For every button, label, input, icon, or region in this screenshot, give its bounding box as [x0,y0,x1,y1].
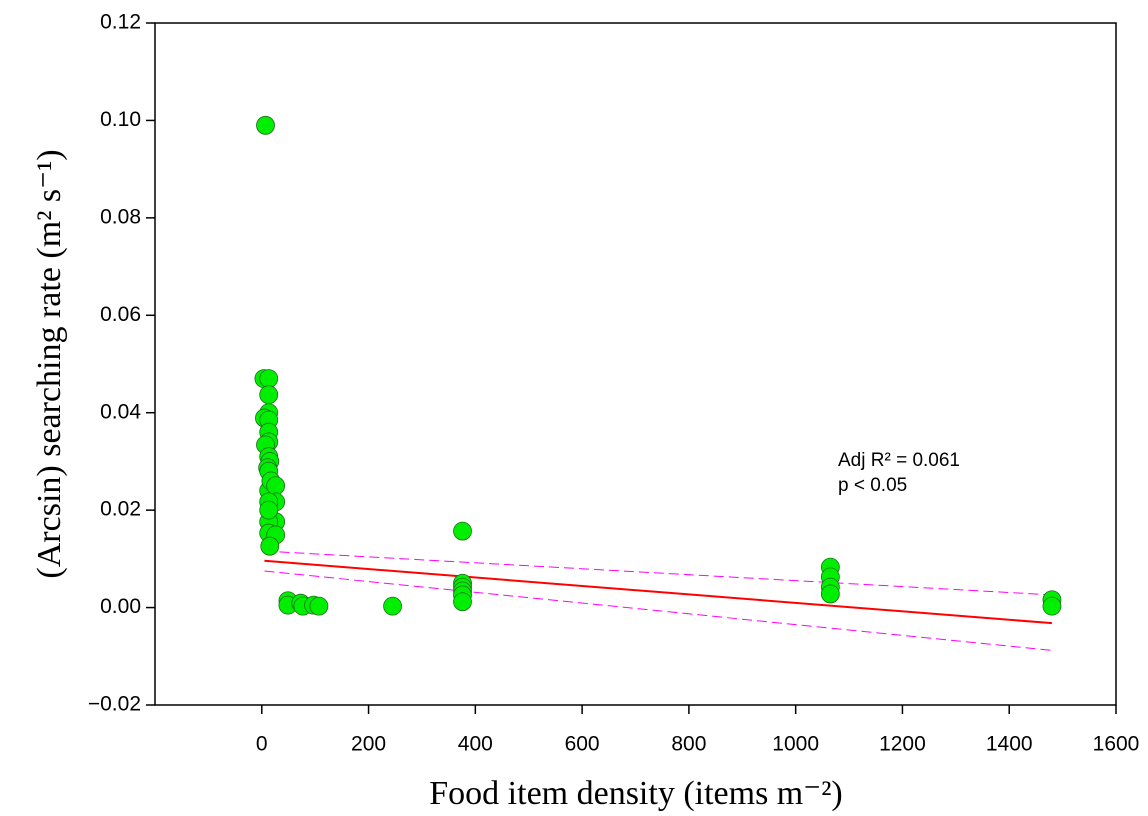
point [260,536,280,556]
annotation: p < 0.05 [838,475,907,496]
x-tick-label: 1200 [879,733,926,756]
x-axis-label: Food item density (items m⁻²) [429,775,842,812]
regression-line [264,559,1053,625]
point [383,596,402,616]
confidence-band [264,570,1052,651]
y-axis-label: (Arcsin) searching rate (m² s⁻¹) [31,149,68,578]
x-tick-label: 1400 [986,733,1033,756]
x-tick-label: 800 [671,733,706,756]
y-tick-label: 0.04 [100,400,141,423]
annotation: Adj R² = 0.061 [838,450,960,471]
y-tick-label: 0.08 [100,205,141,228]
y-tick-label: 0.06 [100,303,141,326]
point [453,521,472,541]
x-tick-label: 200 [351,733,386,756]
y-tick-label: 0.02 [100,498,141,521]
point [259,385,279,405]
point [453,592,472,612]
point [266,476,286,496]
x-tick-label: 1600 [1093,733,1140,756]
plot-frame [154,22,1117,706]
x-tick-label: 400 [458,733,493,756]
y-tick-label: 0.12 [100,11,141,34]
point [1042,596,1062,616]
point [256,115,275,135]
x-tick-label: 600 [565,733,600,756]
x-tick-label: 1000 [772,733,819,756]
point [259,369,279,389]
x-tick-label: 0 [256,733,268,756]
point [309,596,329,616]
y-tick-label: 0.00 [100,595,141,618]
confidence-band [264,550,1052,596]
point [820,584,840,604]
y-tick-label: 0.10 [100,108,141,131]
y-tick-label: −0.02 [88,693,141,716]
point [259,500,279,520]
